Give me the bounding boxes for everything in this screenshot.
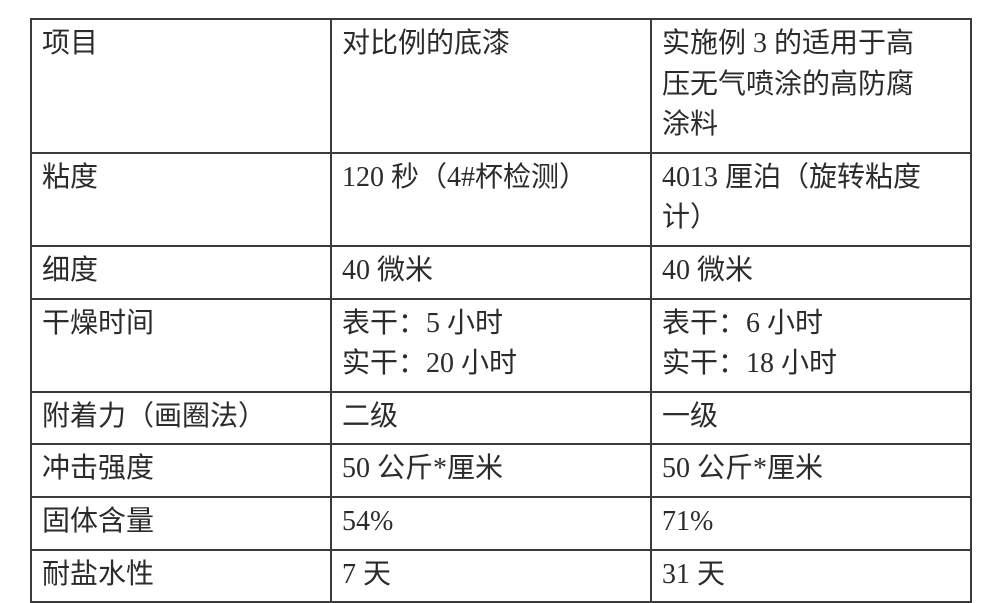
header-col2: 对比例的底漆 <box>331 19 651 153</box>
row-label: 附着力（画圈法） <box>31 392 331 445</box>
row-label: 冲击强度 <box>31 444 331 497</box>
row-col2: 二级 <box>331 392 651 445</box>
header-col3-line3: 涂料 <box>662 105 960 146</box>
table-row: 耐盐水性 7 天 31 天 <box>31 550 971 603</box>
row-col3: 40 微米 <box>651 246 971 299</box>
row-col3: 一级 <box>651 392 971 445</box>
header-col3-line1: 实施例 3 的适用于高 <box>662 24 960 65</box>
row-col2-line1: 表干：5 小时 <box>342 304 640 345</box>
row-col2: 50 公斤*厘米 <box>331 444 651 497</box>
table-row: 冲击强度 50 公斤*厘米 50 公斤*厘米 <box>31 444 971 497</box>
row-label: 粘度 <box>31 153 331 246</box>
header-col1: 项目 <box>31 19 331 153</box>
row-col3: 表干：6 小时 实干：18 小时 <box>651 299 971 392</box>
row-col2: 120 秒（4#杯检测） <box>331 153 651 246</box>
table-header-row: 项目 对比例的底漆 实施例 3 的适用于高 压无气喷涂的高防腐 涂料 <box>31 19 971 153</box>
header-col3-line2: 压无气喷涂的高防腐 <box>662 65 960 106</box>
row-label: 耐盐水性 <box>31 550 331 603</box>
row-col3-line1: 4013 厘泊（旋转粘度 <box>662 158 960 199</box>
table-row: 附着力（画圈法） 二级 一级 <box>31 392 971 445</box>
row-col3-line2: 实干：18 小时 <box>662 344 960 385</box>
row-label: 细度 <box>31 246 331 299</box>
table-row: 干燥时间 表干：5 小时 实干：20 小时 表干：6 小时 实干：18 小时 <box>31 299 971 392</box>
row-col3: 4013 厘泊（旋转粘度 计） <box>651 153 971 246</box>
row-col2: 表干：5 小时 实干：20 小时 <box>331 299 651 392</box>
header-col3: 实施例 3 的适用于高 压无气喷涂的高防腐 涂料 <box>651 19 971 153</box>
row-col3-line1: 表干：6 小时 <box>662 304 960 345</box>
row-col2-line2: 实干：20 小时 <box>342 344 640 385</box>
table-row: 粘度 120 秒（4#杯检测） 4013 厘泊（旋转粘度 计） <box>31 153 971 246</box>
row-col3: 50 公斤*厘米 <box>651 444 971 497</box>
table-row: 细度 40 微米 40 微米 <box>31 246 971 299</box>
comparison-table: 项目 对比例的底漆 实施例 3 的适用于高 压无气喷涂的高防腐 涂料 粘度 12… <box>30 18 972 603</box>
row-col2: 7 天 <box>331 550 651 603</box>
row-col2: 40 微米 <box>331 246 651 299</box>
row-col3: 31 天 <box>651 550 971 603</box>
row-col3-line2: 计） <box>662 198 960 239</box>
row-label: 干燥时间 <box>31 299 331 392</box>
